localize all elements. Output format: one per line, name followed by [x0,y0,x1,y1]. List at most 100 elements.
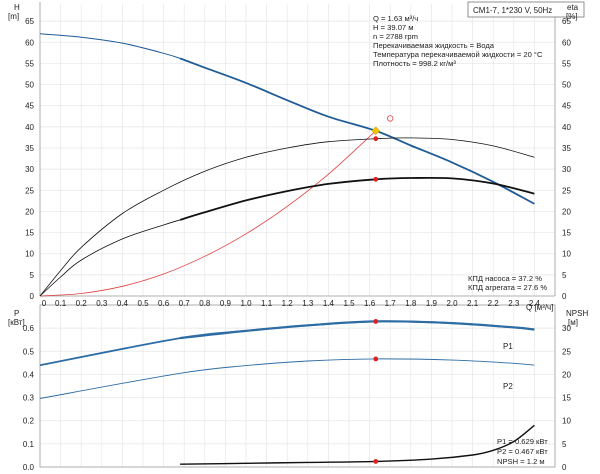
y2-tick-label: 55 [562,59,571,68]
y2-tick-label: 30 [562,165,571,174]
duty-point-marker [371,126,381,136]
y2-tick-label: 40 [562,123,571,132]
npsh-curve [180,424,535,465]
x-tick-label: 0.1 [55,299,67,308]
y-tick-label: 0.6 [23,324,35,333]
y-tick-label: 20 [25,207,34,216]
y-tick-label: 15 [25,229,34,238]
x-tick-label: 1.7 [385,299,397,308]
y-tick-label: 55 [25,59,34,68]
y2-tick-label: 15 [562,229,571,238]
p1-power-curve-operating [179,320,535,340]
efficiency-info: КПД насоса = 37.2 % КПД агрегата = 27.6 … [468,274,547,292]
operating-point-marker [373,319,379,324]
y-tick-label: 35 [25,144,34,153]
x-tick-label: 0.7 [179,299,191,308]
y-axis-unit-head: [m] [8,12,19,21]
y-tick-label: 10 [25,250,34,259]
top-panel-grid [40,4,555,296]
y-tick-label: 0 [30,292,35,301]
y2-tick-label: 20 [562,370,571,379]
y2-tick-label: 65 [562,17,571,26]
operating-info: Q = 1.63 м³/ч H = 39.07 м n = 2788 rpm П… [373,14,543,68]
info-p1: P1 = 0.629 кВт [497,437,548,446]
y2-tick-label: 15 [562,394,571,403]
operating-points [371,115,394,464]
x-tick-label: 0 [42,299,47,308]
series-label-p2: P2 [503,382,513,391]
y-axis-title-head: H [14,3,20,12]
y2-tick-label: 10 [562,250,571,259]
operating-point-marker [373,356,379,362]
info-speed: n = 2788 rpm [373,32,418,41]
y-tick-label: 0.0 [23,463,35,472]
header-box-title: CM1-7, 1*230 V, 50Hz [473,6,552,15]
y2-axis-unit-eta: [%] [566,12,578,21]
bottom-panel-frame [39,304,556,468]
x-tick-label: 1.0 [240,299,252,308]
x-tick-label: 0.3 [96,299,108,308]
x-tick-label: 1.1 [261,299,273,308]
info-npsh: NPSH = 1.2 м [497,457,545,466]
info-pump-efficiency: КПД насоса = 37.2 % [468,274,542,283]
x-axis-title: Q [м³/ч] [526,303,553,312]
y-tick-label: 0.4 [23,370,35,379]
y-tick-label: 30 [25,165,34,174]
y2-tick-label: 35 [562,144,571,153]
y2-tick-label: 50 [562,81,571,90]
y2-tick-label: 0 [562,292,567,301]
power-info: P1 = 0.629 кВт P2 = 0.467 кВт NPSH = 1.2… [497,437,548,466]
y2-tick-label: 60 [562,38,571,47]
info-density: Плотность = 998.2 кг/м³ [373,59,456,68]
y2-tick-label: 45 [562,102,571,111]
y2-tick-label: 5 [562,440,567,449]
y-tick-label: 50 [25,81,34,90]
info-p2: P2 = 0.467 кВт [497,447,548,456]
y-tick-label: 5 [30,271,35,280]
y2-tick-label: 10 [562,417,571,426]
p2-power-curve [39,358,535,399]
x-tick-label: 2.2 [488,299,500,308]
y2-axis-title-eta: eta [567,3,579,12]
y2-axis-unit-npsh: [м] [568,318,578,327]
y2-tick-label: 5 [562,271,567,280]
x-tick-label: 2.3 [508,299,520,308]
x-tick-label: 1.9 [426,299,438,308]
y2-tick-label: 25 [562,186,571,195]
x-tick-label: 0.2 [76,299,88,308]
operating-point-marker [373,459,379,464]
y-axis-title-power: P [14,309,19,318]
info-flow: Q = 1.63 м³/ч [373,14,418,23]
x-tick-label: 1.3 [302,299,314,308]
x-tick-label: 0.8 [199,299,211,308]
x-tick-label: 2.4 [529,299,541,308]
x-tick-label: 2.1 [467,299,479,308]
y-tick-label: 0.2 [23,417,35,426]
y-tick-label: 45 [25,102,34,111]
x-tick-label: 1.5 [343,299,355,308]
y-tick-label: 65 [25,17,34,26]
unit-efficiency-extension [39,219,181,297]
x-tick-label: 1.8 [405,299,417,308]
tick-labels: 0510152025303540455055606505101520253035… [23,17,572,472]
x-tick-label: 0.9 [220,299,232,308]
info-head: H = 39.07 м [373,23,413,32]
x-tick-label: 1.4 [323,299,335,308]
y2-axis-title-npsh: NPSH [566,309,588,318]
x-tick-label: 1.6 [364,299,376,308]
bottom-panel-grid [40,305,555,467]
x-tick-label: 0.6 [158,299,170,308]
x-tick-label: 1.2 [282,299,294,308]
y-tick-label: 40 [25,123,34,132]
header-box [467,1,585,18]
y-tick-label: 60 [25,38,34,47]
head-curve-extension [39,33,181,59]
y2-tick-label: 30 [562,324,571,333]
head-curve [179,57,535,205]
series-label-p1: P1 [503,342,513,351]
y-tick-label: 0.1 [23,440,35,449]
info-unit-efficiency: КПД агрегата = 27.6 % [468,283,547,292]
y2-tick-label: 25 [562,347,571,356]
info-temperature: Температура перекачиваемой жидкости = 20… [373,50,543,59]
